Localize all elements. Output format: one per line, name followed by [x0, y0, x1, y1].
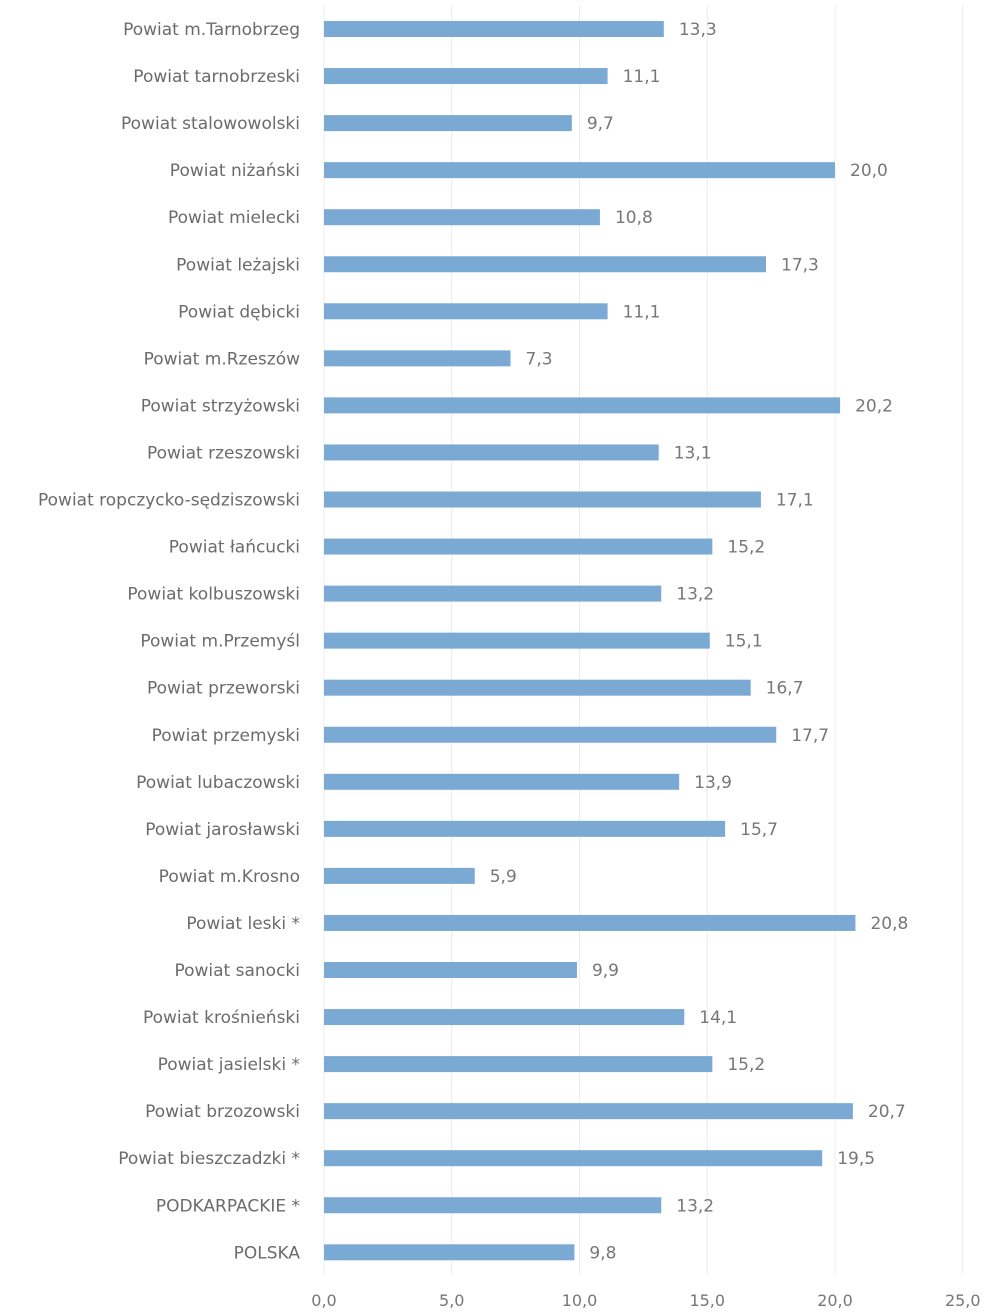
value-label: 7,3: [526, 349, 553, 369]
category-label: Powiat łańcucki: [169, 538, 300, 558]
bar: [324, 585, 662, 602]
value-label: 17,3: [781, 255, 819, 275]
x-tick-label: 10,0: [562, 1291, 598, 1310]
category-label: Powiat leżajski: [176, 255, 300, 275]
value-label: 17,1: [776, 491, 814, 511]
value-label: 13,1: [674, 443, 712, 463]
bar: [324, 1244, 575, 1261]
value-label: 11,1: [623, 67, 661, 87]
value-label: 14,1: [699, 1008, 737, 1028]
category-label: Powiat jasielski *: [158, 1055, 300, 1075]
category-label: Powiat m.Przemyśl: [140, 632, 300, 652]
value-label: 9,7: [587, 114, 614, 134]
category-label: Powiat m.Krosno: [159, 867, 300, 887]
bar: [324, 726, 777, 743]
value-label: 9,9: [592, 961, 619, 981]
category-label: Powiat niżański: [170, 161, 300, 181]
category-label: Powiat kolbuszowski: [127, 585, 300, 605]
category-label: Powiat przemyski: [152, 726, 300, 746]
bar-layer: [324, 21, 856, 1261]
x-tick-label: 5,0: [439, 1291, 464, 1310]
category-label: Powiat mielecki: [168, 208, 300, 228]
category-label: Powiat sanocki: [174, 961, 300, 981]
bar: [324, 115, 572, 132]
value-label: 10,8: [615, 208, 653, 228]
bar: [324, 350, 511, 367]
bar: [324, 962, 577, 978]
value-label: 20,0: [850, 161, 888, 181]
bar: [324, 256, 767, 273]
bar: [324, 820, 726, 837]
category-label: Powiat brzozowski: [145, 1102, 300, 1122]
value-label: 16,7: [766, 679, 804, 699]
x-axis: 0,0 5,0 10,0 15,0 20,0 25,0: [311, 1291, 980, 1310]
bar: [324, 444, 659, 461]
bar: [324, 397, 841, 414]
value-label: 11,1: [623, 302, 661, 322]
category-label: Powiat bieszczadzki *: [118, 1149, 300, 1169]
value-label: 13,2: [676, 585, 714, 605]
value-label: 13,2: [676, 1196, 714, 1216]
x-tick-label: 0,0: [311, 1291, 336, 1310]
value-label: 20,8: [870, 914, 908, 934]
value-label: 19,5: [837, 1149, 875, 1169]
category-label: Powiat leski *: [186, 914, 300, 934]
value-label: 15,1: [725, 632, 763, 652]
category-label: Powiat strzyżowski: [141, 396, 300, 416]
category-label: Powiat lubaczowski: [136, 773, 300, 793]
value-label: 13,9: [694, 773, 732, 793]
category-label: POLSKA: [234, 1243, 301, 1263]
x-tick-label: 20,0: [817, 1291, 853, 1310]
bar: [324, 162, 835, 179]
value-label: 20,2: [855, 396, 893, 416]
category-label: Powiat przeworski: [147, 679, 300, 699]
value-label: 17,7: [791, 726, 829, 746]
value-label: 15,7: [740, 820, 778, 840]
bar: [324, 1150, 823, 1167]
bar: [324, 491, 761, 508]
bar: [324, 914, 856, 931]
bar: [324, 209, 600, 226]
category-label: Powiat krośnieński: [143, 1008, 300, 1028]
category-label: Powiat tarnobrzeski: [133, 67, 300, 87]
value-label: 9,8: [589, 1243, 616, 1263]
bar: [324, 1009, 685, 1026]
category-label: Powiat m.Rzeszów: [144, 349, 300, 369]
bar: [324, 303, 608, 320]
bar: [324, 538, 713, 555]
bar: [324, 68, 608, 85]
bar: [324, 1103, 853, 1120]
bar: [324, 679, 751, 696]
category-label-layer: Powiat m.Tarnobrzeg Powiat tarnobrzeski Po…: [38, 20, 300, 1263]
value-label: 5,9: [490, 867, 517, 887]
x-tick-label: 15,0: [689, 1291, 725, 1310]
x-tick-label: 25,0: [945, 1291, 981, 1310]
value-label: 13,3: [679, 20, 717, 40]
category-label: Powiat ropczycko-sędziszowski: [38, 491, 300, 511]
value-label: 20,7: [868, 1102, 906, 1122]
bar: [324, 632, 710, 649]
bar: [324, 1197, 662, 1214]
bar: [324, 1056, 713, 1073]
bar: [324, 867, 475, 884]
bar: [324, 773, 680, 790]
category-label: Powiat jarosławski: [145, 820, 300, 840]
category-label: Powiat rzeszowski: [147, 443, 300, 463]
category-label: Powiat stalowowolski: [121, 114, 300, 134]
category-label: Powiat m.Tarnobrzeg: [123, 20, 300, 40]
category-label: Powiat dębicki: [178, 302, 300, 322]
value-label: 15,2: [727, 1055, 765, 1075]
bar: [324, 21, 664, 37]
value-label: 15,2: [727, 538, 765, 558]
value-label-layer: 13,3 11,1 9,7 20,0 10,8 17,3 11,1 7,3 20,2 13,1 17…: [490, 20, 909, 1263]
category-label: PODKARPACKIE *: [156, 1196, 300, 1216]
